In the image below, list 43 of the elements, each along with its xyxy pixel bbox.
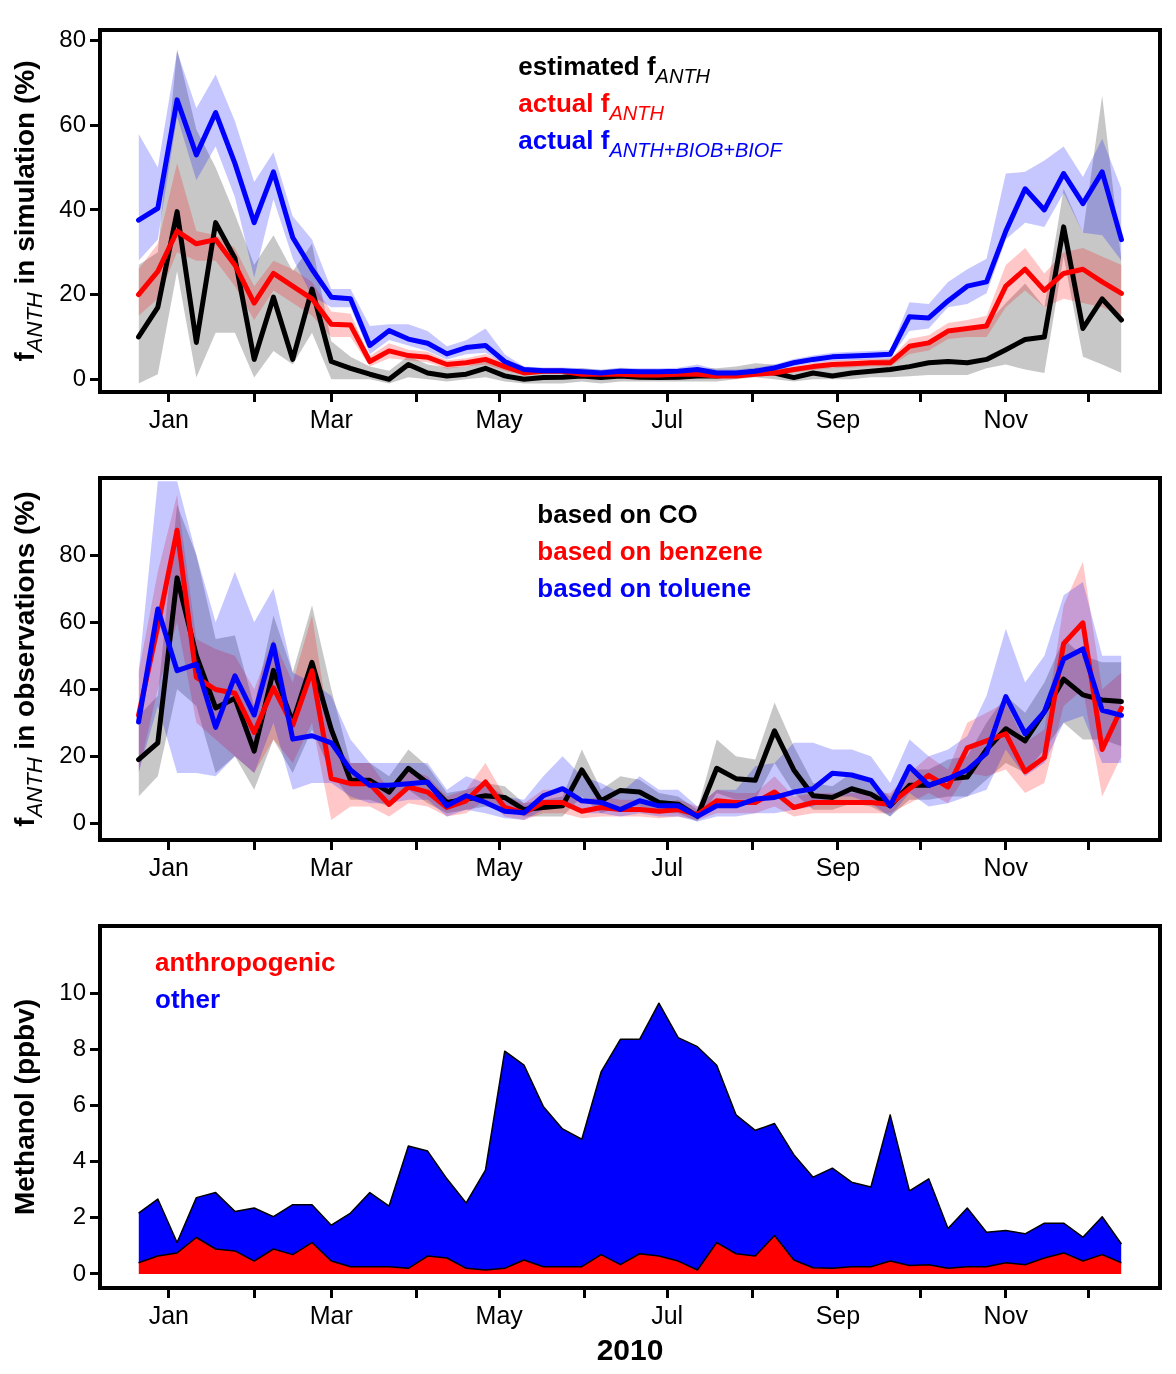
y-tick-label: 40 xyxy=(59,194,86,222)
x-tick-label: Jul xyxy=(651,404,684,433)
x-tick-label: Mar xyxy=(309,1300,353,1329)
x-tick-label: Jan xyxy=(148,852,189,881)
x-axis-title: 2010 xyxy=(596,1333,664,1367)
y-tick-label: 20 xyxy=(59,740,86,768)
y-tick-label: 10 xyxy=(59,977,86,1005)
x-tick-label: Jan xyxy=(148,404,189,433)
y-tick-label: 20 xyxy=(59,279,86,307)
x-tick-label: Jul xyxy=(651,852,684,881)
y-tick-label: 60 xyxy=(59,109,86,137)
x-tick-label: Sep xyxy=(815,1300,861,1329)
y-axis-title: fANTH in observations (%) xyxy=(9,491,48,827)
x-tick-label: May xyxy=(475,1300,524,1329)
text: based on CO xyxy=(537,499,698,529)
x-tick-label: Nov xyxy=(983,404,1029,433)
x-tick-label: May xyxy=(475,852,524,881)
y-tick-label: 40 xyxy=(59,673,86,701)
x-tick-label: Jul xyxy=(651,1300,684,1329)
text: anthropogenic xyxy=(155,947,336,977)
x-tick-label: Nov xyxy=(983,852,1029,881)
x-tick-label: Mar xyxy=(309,404,353,433)
x-tick-label: Jan xyxy=(148,1300,189,1329)
text: based on benzene xyxy=(537,536,763,566)
y-axis-title: fANTH in simulation (%) xyxy=(9,60,48,362)
y-tick-label: 60 xyxy=(59,606,86,634)
text: other xyxy=(155,984,220,1014)
x-tick-label: May xyxy=(475,404,524,433)
x-tick-label: Nov xyxy=(983,1300,1029,1329)
y-tick-label: 0 xyxy=(72,363,86,391)
y-tick-label: 0 xyxy=(72,1258,86,1286)
text: based on toluene xyxy=(537,573,752,603)
y-tick-label: 4 xyxy=(72,1146,86,1174)
x-tick-label: Mar xyxy=(309,852,353,881)
x-tick-label: Sep xyxy=(815,404,861,433)
y-tick-label: 80 xyxy=(59,539,86,567)
x-tick-label: Sep xyxy=(815,852,861,881)
y-tick-label: 2 xyxy=(72,1202,86,1230)
y-tick-label: 6 xyxy=(72,1090,86,1118)
y-tick-label: 80 xyxy=(59,25,86,53)
y-tick-label: 8 xyxy=(72,1034,86,1062)
y-axis-title: Methanol (ppbv) xyxy=(9,998,40,1216)
y-tick-label: 0 xyxy=(72,807,86,835)
